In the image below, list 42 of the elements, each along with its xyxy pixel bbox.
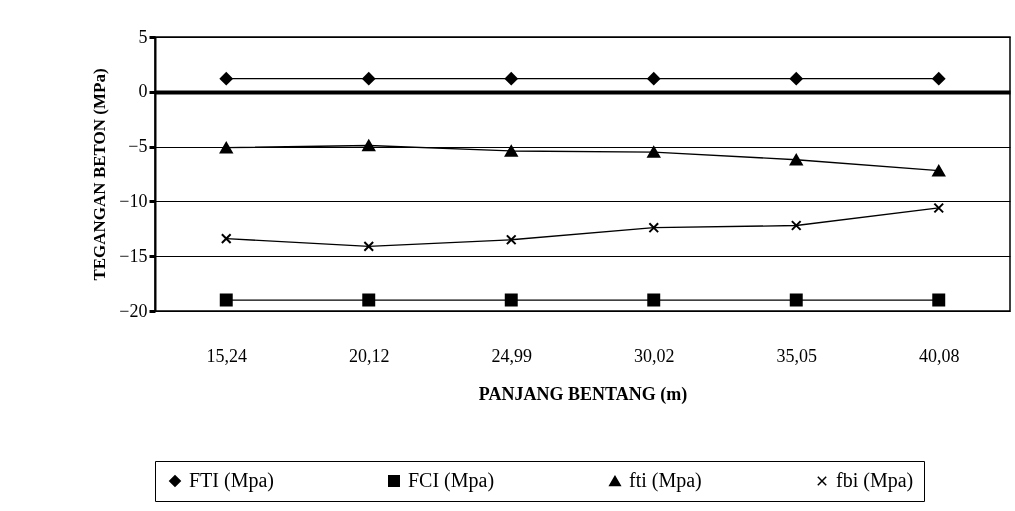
point — [789, 72, 803, 86]
y-tick-label: −20 — [119, 300, 148, 321]
legend-label: FCI (Mpa) — [408, 469, 495, 492]
legend-label: fti (Mpa) — [629, 469, 702, 492]
point — [932, 72, 946, 86]
point — [789, 154, 803, 166]
point — [790, 220, 802, 231]
y-tick-label: −10 — [119, 190, 148, 211]
point — [647, 293, 661, 307]
point — [362, 293, 376, 307]
point — [362, 139, 376, 152]
point — [504, 72, 518, 86]
x-tick-label: 40,08 — [919, 345, 960, 366]
point — [504, 145, 518, 157]
point — [647, 72, 661, 86]
point — [505, 234, 517, 246]
legend-label: fbi (Mpa) — [836, 469, 914, 492]
y-tick-label: 0 — [138, 81, 148, 102]
y-tick-label: −5 — [128, 136, 148, 157]
point — [219, 72, 233, 86]
point — [933, 202, 945, 214]
point — [932, 293, 946, 307]
y-tick-label: 5 — [138, 26, 148, 47]
y-axis-title: TEGANGAN BETON (MPa) — [90, 68, 110, 281]
point — [219, 293, 233, 307]
point — [362, 72, 376, 86]
point — [932, 164, 946, 177]
x-tick-label: 35,05 — [776, 345, 817, 366]
x-tick-label: 15,24 — [206, 345, 247, 366]
point — [647, 146, 661, 158]
legend-label: FTI (Mpa) — [189, 469, 274, 492]
point — [220, 233, 232, 245]
point — [363, 240, 375, 252]
point — [219, 141, 233, 154]
x-tick-label: 20,12 — [349, 345, 390, 366]
x-tick-label: 24,99 — [491, 345, 532, 366]
point — [504, 293, 518, 307]
x-axis-title: PANJANG BENTANG (m) — [478, 383, 688, 405]
point — [789, 293, 803, 307]
x-tick-label: 30,02 — [634, 345, 675, 366]
y-tick-label: −15 — [119, 245, 148, 266]
point — [648, 222, 660, 234]
